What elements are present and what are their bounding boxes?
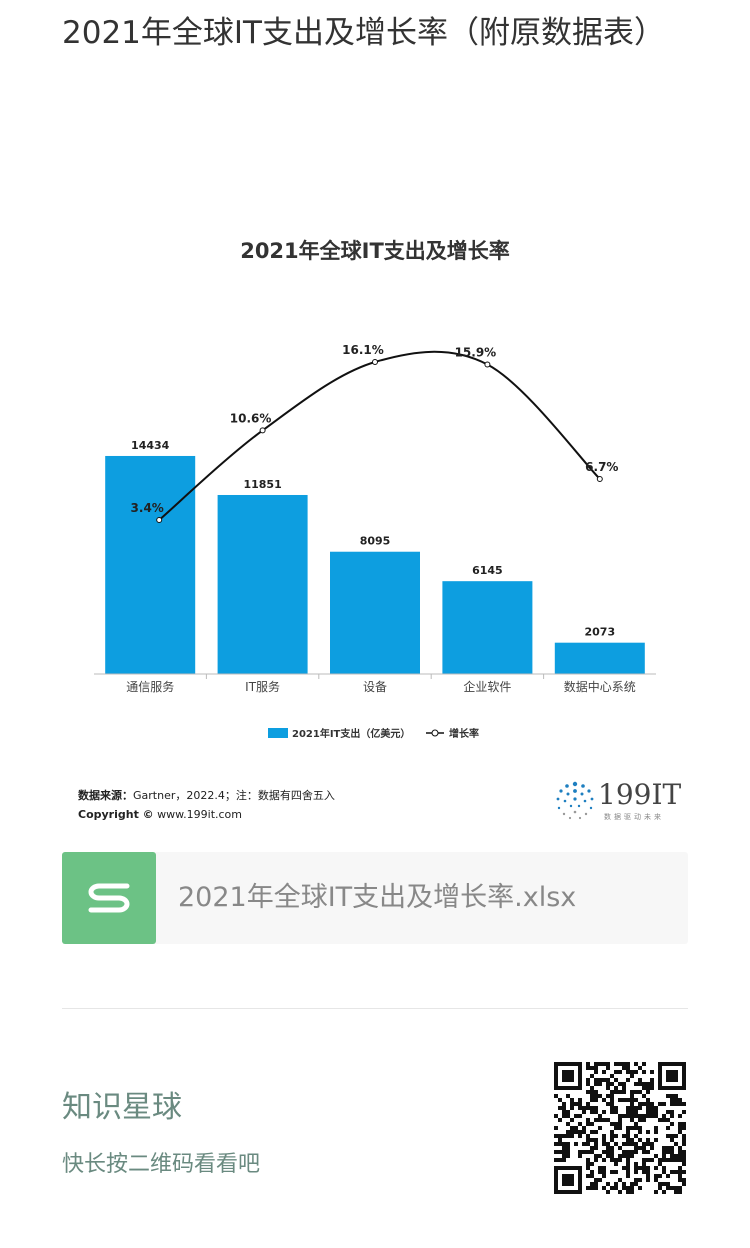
line-layer: 3.4% 10.6% 16.1% 15.9% 6.7% (131, 343, 618, 523)
x-tick-label: 设备 (363, 680, 387, 694)
growth-rate-label: 3.4% (131, 501, 164, 515)
x-tick-label: 通信服务 (126, 679, 174, 694)
growth-rate-label: 10.6% (230, 411, 272, 425)
article-title: 2021年全球IT支出及增长率（附原数据表） (62, 15, 665, 51)
brand-logo: 199IT 数据驱动未来 (552, 778, 682, 826)
legend-line-marker (431, 729, 439, 737)
bar-value-label: 8095 (360, 535, 391, 548)
growth-rate-point (596, 475, 603, 482)
bar-value-label: 6145 (472, 564, 503, 577)
bar-1 (217, 494, 308, 674)
growth-rate-label: 15.9% (455, 345, 497, 359)
bar-4 (554, 642, 645, 674)
copyright-url: www.199it.com (157, 808, 243, 821)
chart-svg: 2021年全球IT支出及增长率 14434 11851 8095 6145 2073 3… (94, 239, 656, 740)
growth-rate-point (156, 517, 163, 523)
bar-value-label: 14434 (131, 439, 170, 452)
copyright-label: Copyright © (78, 808, 154, 821)
bars-layer: 14434 11851 8095 6145 2073 (105, 439, 645, 674)
growth-rate-label: 16.1% (342, 343, 384, 357)
file-name[interactable]: 2021年全球IT支出及增长率.xlsx (178, 882, 577, 913)
growth-rate-point (484, 361, 491, 368)
bar-3 (442, 581, 533, 674)
file-attachment-card[interactable]: 2021年全球IT支出及增长率.xlsx (62, 852, 688, 944)
source-note: 数据来源：Gartner，2022.4；注：数据有四舍五入 Copyright … (78, 786, 335, 824)
source-label: 数据来源： (78, 789, 133, 802)
bar-value-label: 2073 (584, 626, 615, 639)
brand-slogan: 数据驱动未来 (604, 813, 664, 821)
brand-name: 199IT (598, 778, 682, 811)
growth-rate-point (372, 359, 378, 365)
chart-figure: 2021年全球IT支出及增长率 14434 11851 8095 6145 2073 3… (62, 230, 688, 830)
axis-layer: 通信服务 IT服务 设备 企业软件 数据中心系统 (94, 673, 656, 694)
bar-value-label: 11851 (243, 478, 281, 491)
chart-legend: 2021年IT支出（亿美元） 增长率 (268, 727, 479, 740)
promo-title: 知识星球 (62, 1090, 182, 1125)
bar-2 (330, 551, 420, 674)
qr-code-icon[interactable] (554, 1062, 686, 1194)
legend-bar-swatch (268, 728, 288, 738)
s-glyph-icon (88, 883, 130, 913)
growth-rate-label: 6.7% (585, 460, 618, 474)
brand-dots-icon (556, 781, 594, 820)
bar-0 (105, 455, 196, 674)
growth-rate-line (158, 350, 601, 521)
chart-title: 2021年全球IT支出及增长率 (240, 239, 510, 263)
section-divider (62, 1008, 688, 1009)
legend-line-label: 增长率 (449, 727, 479, 740)
promo-subtitle: 快长按二维码看看吧 (62, 1152, 261, 1177)
x-tick-label: 数据中心系统 (564, 679, 636, 694)
legend-bar-label: 2021年IT支出（亿美元） (292, 727, 410, 740)
growth-rate-point (259, 427, 266, 434)
x-tick-label: 企业软件 (463, 679, 511, 694)
x-tick-label: IT服务 (245, 679, 280, 694)
source-text: Gartner，2022.4；注：数据有四舍五入 (133, 789, 335, 802)
spreadsheet-s-icon (62, 852, 156, 944)
